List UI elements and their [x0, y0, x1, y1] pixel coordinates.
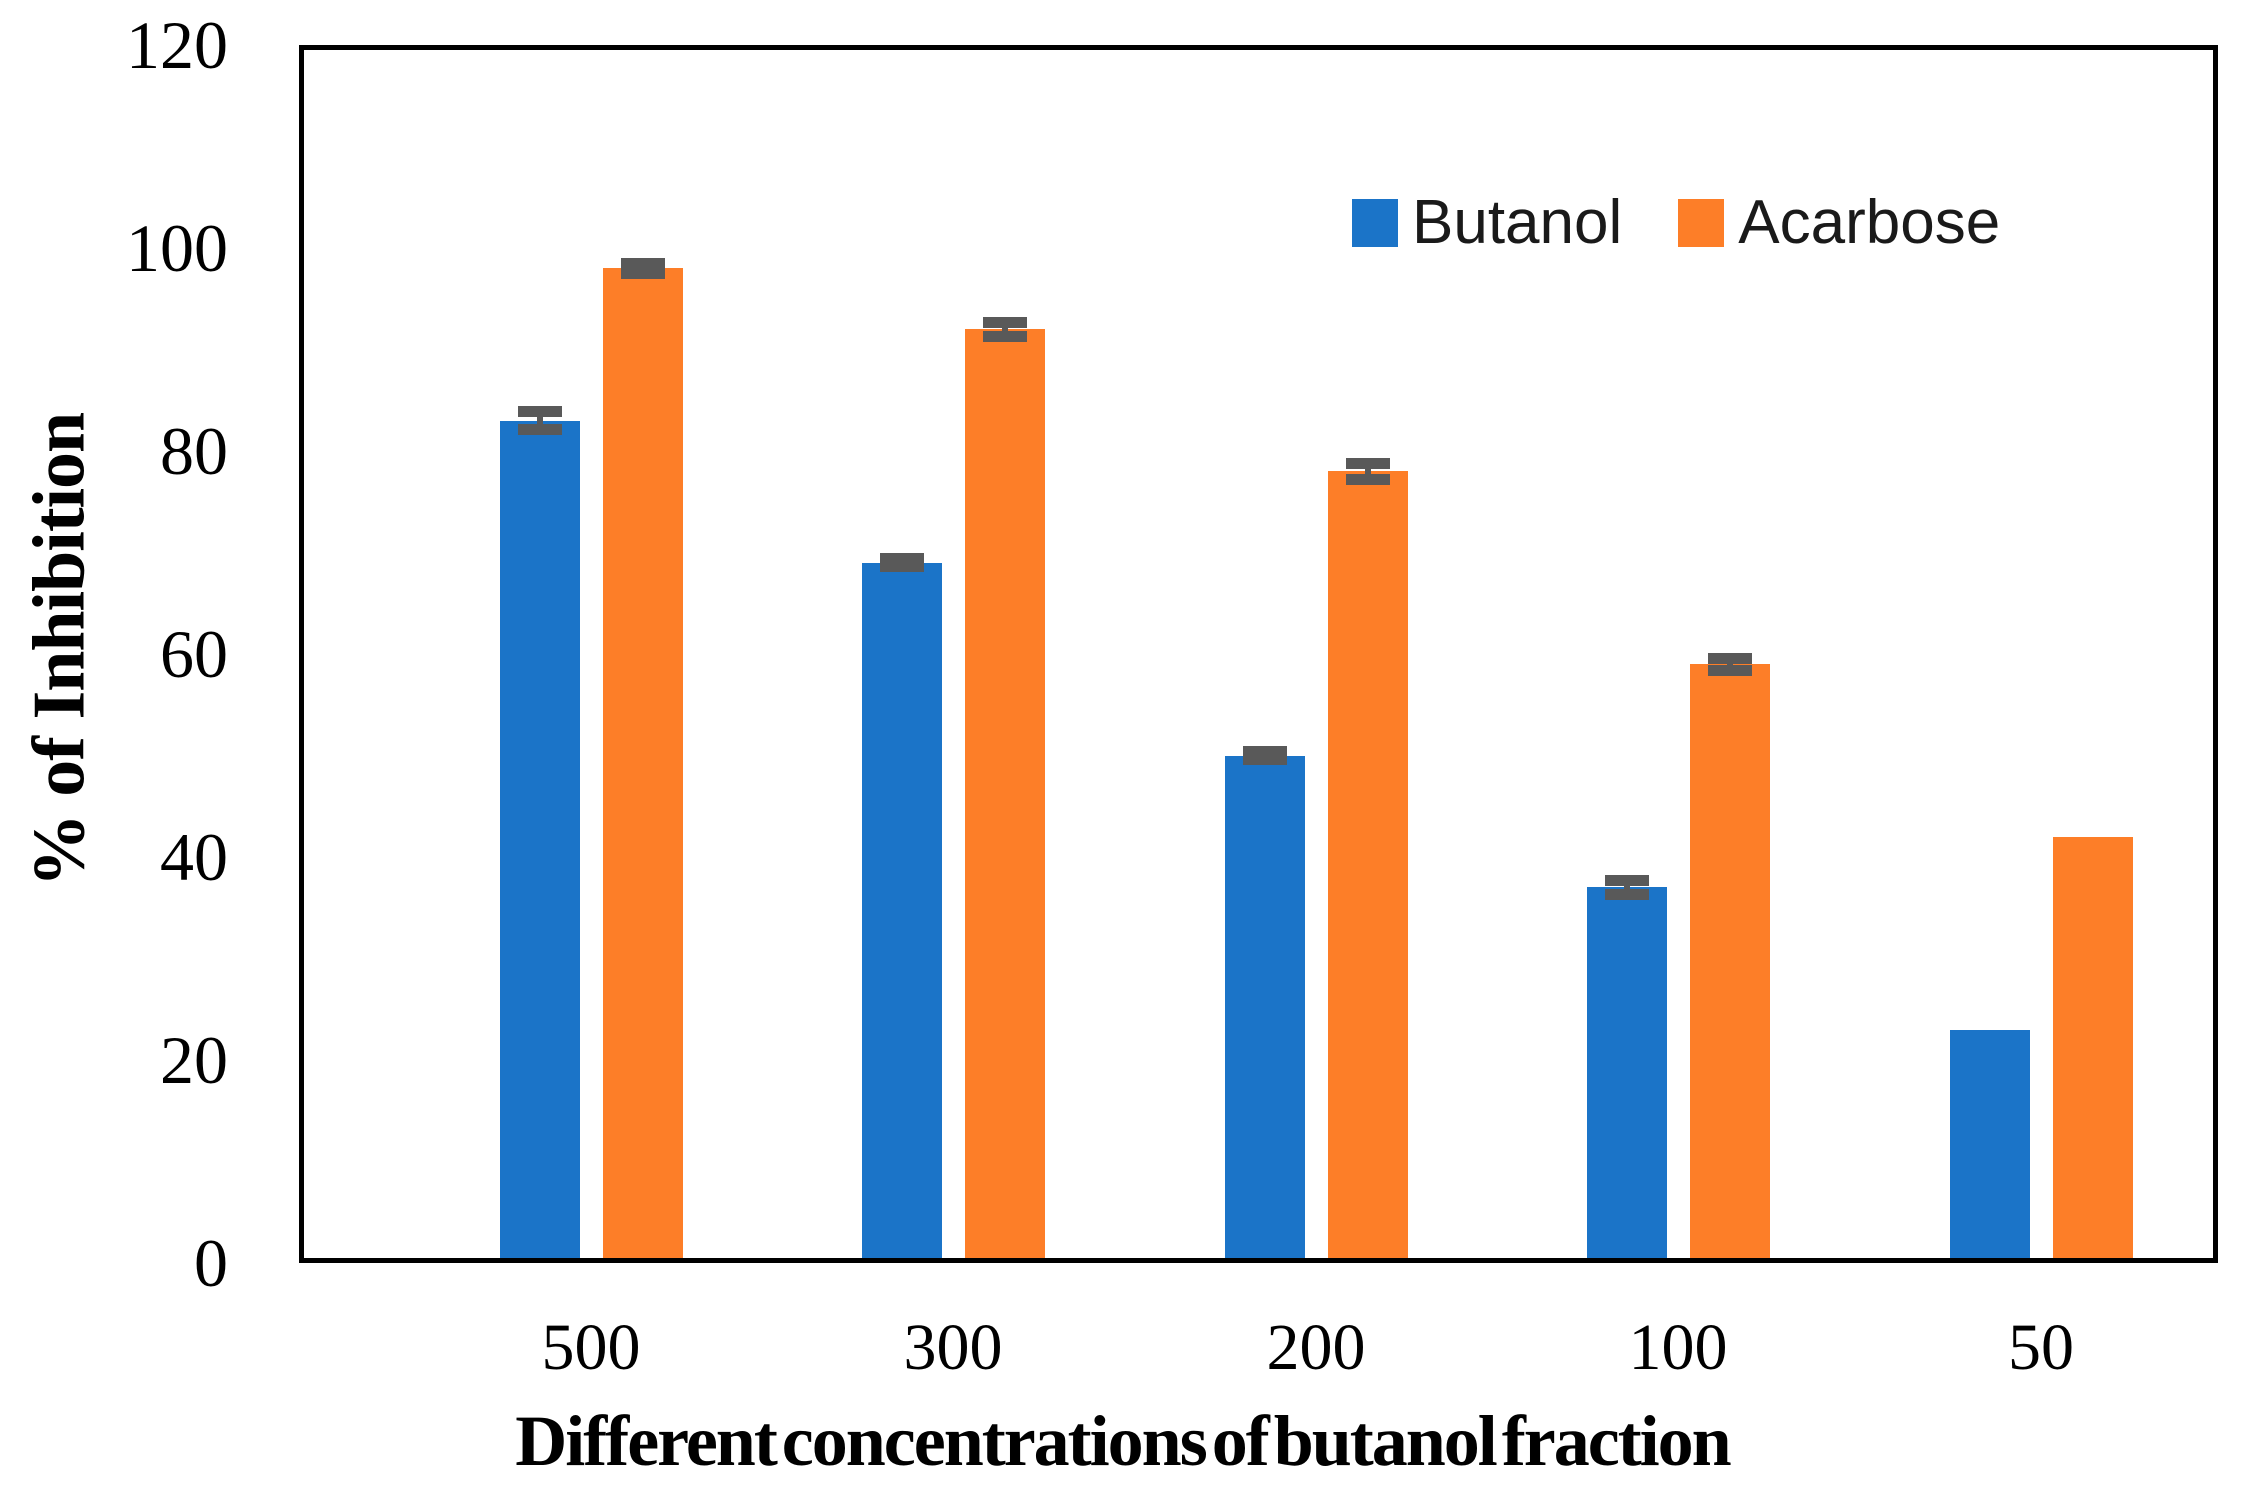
error-bar-acarbose-100-cap-bottom [1707, 664, 1752, 676]
x-tick-label-50: 50 [2008, 1311, 2074, 1384]
error-bar-acarbose-200-cap-bottom [1345, 473, 1390, 485]
legend-swatch-butanol [1352, 199, 1398, 247]
bar-acarbose-200 [1327, 471, 1408, 1263]
bar-butanol-300 [861, 562, 942, 1263]
error-bar-butanol-200-cap-bottom [1242, 754, 1287, 766]
y-tick-label-40: 40 [160, 819, 228, 895]
y-tick-label-120: 120 [126, 7, 228, 83]
error-bar-acarbose-200 [1364, 463, 1371, 480]
error-bar-acarbose-100-cap-top [1707, 652, 1752, 664]
legend: Butanol Acarbose [1352, 190, 2000, 256]
error-bar-butanol-300-cap-top [879, 553, 924, 565]
bar-butanol-500 [499, 420, 580, 1263]
x-tick-label-300: 300 [903, 1311, 1003, 1384]
error-bar-butanol-300-cap-bottom [879, 561, 924, 573]
y-tick-label-80: 80 [160, 413, 228, 489]
x-axis-title: Different concentrations of butanol frac… [515, 1401, 1731, 1481]
error-bar-acarbose-500-cap-top [620, 257, 665, 269]
error-bar-butanol-100-cap-bottom [1604, 889, 1649, 901]
error-bar-acarbose-500-cap-bottom [620, 267, 665, 279]
legend-label-butanol: Butanol [1412, 188, 1623, 257]
x-tick-label-200: 200 [1266, 1311, 1366, 1384]
x-tick-label-100: 100 [1628, 1311, 1728, 1384]
x-tick-label-500: 500 [541, 1311, 641, 1384]
error-bar-butanol-500 [536, 411, 543, 430]
bar-acarbose-50 [2052, 836, 2133, 1263]
error-bar-butanol-200-cap-top [1242, 745, 1287, 757]
error-bar-acarbose-100 [1726, 658, 1733, 671]
error-bar-acarbose-200-cap-top [1345, 457, 1390, 469]
error-bar-acarbose-300-cap-top [982, 316, 1027, 328]
y-tick-label-0: 0 [194, 1225, 228, 1301]
error-bar-butanol-500-cap-bottom [517, 424, 562, 436]
bar-butanol-100 [1586, 887, 1667, 1263]
y-tick-label-100: 100 [126, 210, 228, 286]
error-bar-acarbose-300 [1001, 322, 1008, 337]
bar-butanol-200 [1224, 755, 1305, 1263]
error-bar-butanol-500-cap-top [517, 405, 562, 417]
error-bar-butanol-100 [1623, 880, 1630, 895]
bar-acarbose-300 [964, 329, 1045, 1263]
bar-acarbose-100 [1689, 664, 1770, 1263]
error-bar-butanol-100-cap-top [1604, 874, 1649, 886]
y-tick-label-20: 20 [160, 1022, 228, 1098]
bar-acarbose-500 [602, 268, 683, 1263]
bar-butanol-50 [1949, 1029, 2030, 1263]
y-tick-label-60: 60 [160, 616, 228, 692]
legend-label-acarbose: Acarbose [1738, 188, 2001, 257]
error-bar-acarbose-300-cap-bottom [982, 330, 1027, 342]
legend-swatch-acarbose [1678, 199, 1725, 247]
